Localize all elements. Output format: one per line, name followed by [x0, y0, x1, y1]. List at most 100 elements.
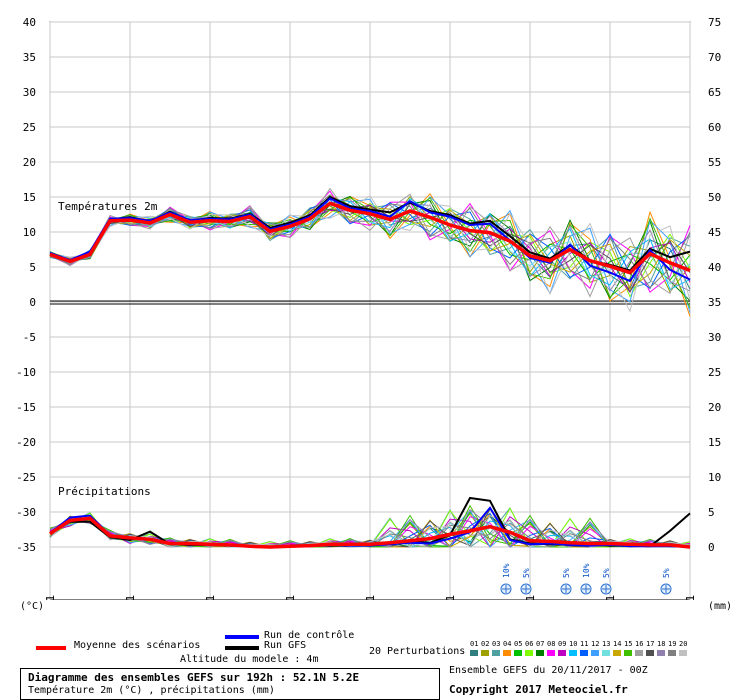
legend-control-swatch: [225, 635, 259, 639]
mean-line-temp: [49, 201, 691, 275]
perturbation-number: 10: [569, 640, 578, 648]
legend-gfs-swatch: [225, 646, 259, 650]
x-tick-label: 24/11: [364, 595, 377, 600]
temperature-panel-title: Températures 2m: [58, 200, 158, 213]
y-right-tick-label: 55: [708, 156, 721, 169]
perturbation-color-swatch: [569, 650, 577, 656]
y-left-tick-label: -20: [16, 436, 36, 449]
x-tick-label: 26/11: [524, 595, 537, 600]
y-right-tick-label: 45: [708, 226, 721, 239]
footer-subtitle: Température 2m (°C) , précipitations (mm…: [28, 685, 275, 696]
copyright: Copyright 2017 Meteociel.fr: [449, 683, 628, 696]
perturbation-number: 19: [668, 640, 677, 648]
perturbation-number: 16: [635, 640, 644, 648]
perturbation-number: 07: [536, 640, 545, 648]
perturbation-number: 18: [657, 640, 666, 648]
perturbation-color-swatch: [668, 650, 676, 656]
x-tick-label: 21/11: [124, 595, 137, 600]
right-unit-label: (mm): [708, 601, 733, 612]
perturbation-number: 02: [481, 640, 490, 648]
perturbation-line-temp: [49, 195, 691, 313]
perturbation-number: 14: [613, 640, 622, 648]
x-tick-label: 22/11: [204, 595, 217, 600]
y-right-tick-label: 15: [708, 436, 721, 449]
y-left-tick-label: 35: [23, 51, 36, 64]
left-unit-label: (°C): [20, 601, 45, 612]
perturbation-number: 15: [624, 640, 633, 648]
perturbation-color-swatch: [657, 650, 665, 656]
y-left-tick-label: 0: [29, 296, 36, 309]
y-left-tick-label: 15: [23, 191, 36, 204]
y-left-tick-label: 30: [23, 86, 36, 99]
perturbation-color-swatch: [591, 650, 599, 656]
perturbation-color-swatch: [492, 650, 500, 656]
altitude-label: Altitude du modele : 4m: [180, 654, 319, 665]
main-series-lines: [49, 195, 691, 549]
snow-probability-label: 5%: [522, 568, 531, 578]
perturbation-number: 17: [646, 640, 655, 648]
y-left-tick-label: -10: [16, 366, 36, 379]
y-left-tick-label: -30: [16, 506, 36, 519]
perturbation-color-swatch: [635, 650, 643, 656]
snow-marker: 5%: [520, 568, 532, 595]
y-left-tick-label: -5: [23, 331, 36, 344]
y-left-tick-label: -25: [16, 471, 36, 484]
perturbation-color-swatch: [503, 650, 511, 656]
perturbation-line-temp: [49, 187, 691, 298]
perturbation-number: 12: [591, 640, 600, 648]
perturbation-color-swatch: [547, 650, 555, 656]
footer-box: Diagramme des ensembles GEFS sur 192h : …: [20, 668, 440, 700]
snow-probability-label: 10%: [582, 563, 591, 578]
x-tick-label: 23/11: [284, 595, 297, 600]
snow-marker: 5%: [560, 568, 572, 595]
y-right-tick-label: 50: [708, 191, 721, 204]
snow-probability-label: 5%: [602, 568, 611, 578]
perturbation-number: 05: [514, 640, 523, 648]
perturbation-color-swatch: [646, 650, 654, 656]
y-right-tick-label: 75: [708, 16, 721, 29]
legend-pert-label: 20 Perturbations: [369, 646, 466, 657]
perturbation-number: 11: [580, 640, 589, 648]
legend-control-label: Run de contrôle: [264, 630, 355, 641]
y-right-tick-label: 20: [708, 401, 721, 414]
y-right-tick-label: 5: [708, 506, 715, 519]
legend-mean-label: Moyenne des scénarios: [74, 640, 201, 651]
y-left-tick-label: 25: [23, 121, 36, 134]
perturbation-number: 13: [602, 640, 611, 648]
perturbation-color-swatch: [624, 650, 632, 656]
y-left-tick-label: -15: [16, 401, 36, 414]
mean-line-precip: [49, 516, 691, 549]
perturbation-number: 08: [547, 640, 556, 648]
perturbation-number: 09: [558, 640, 567, 648]
y-right-tick-label: 35: [708, 296, 721, 309]
y-right-tick-label: 0: [708, 541, 715, 554]
perturbation-color-swatch: [525, 650, 533, 656]
x-tick-label: 27/11: [604, 595, 617, 600]
y-right-tick-label: 70: [708, 51, 721, 64]
perturbation-color-swatch: [679, 650, 687, 656]
perturbation-color-swatch: [536, 650, 544, 656]
y-right-tick-label: 25: [708, 366, 721, 379]
perturbation-number: 04: [503, 640, 512, 648]
ensemble-chart: 4035302520151050-5-10-15-20-25-30-357570…: [16, 16, 721, 600]
snow-probability-label: 10%: [502, 563, 511, 578]
perturbation-color-swatch: [580, 650, 588, 656]
legend-mean-swatch: [36, 646, 66, 650]
perturbation-color-swatch: [602, 650, 610, 656]
y-left-tick-label: 40: [23, 16, 36, 29]
perturbation-color-swatch: [470, 650, 478, 656]
y-left-tick-label: 10: [23, 226, 36, 239]
perturbation-line-temp: [49, 199, 691, 292]
x-tick-label: 20/11: [44, 595, 57, 600]
perturbation-color-swatch: [613, 650, 621, 656]
snow-marker: 5%: [660, 568, 672, 595]
perturbation-color-swatch: [558, 650, 566, 656]
run-info: Ensemble GEFS du 20/11/2017 - 00Z: [449, 665, 648, 676]
perturbation-color-swatch: [481, 650, 489, 656]
perturbation-number: 06: [525, 640, 534, 648]
y-left-tick-label: -35: [16, 541, 36, 554]
y-right-tick-label: 30: [708, 331, 721, 344]
snow-marker: 10%: [500, 563, 512, 595]
y-left-tick-label: 20: [23, 156, 36, 169]
perturbation-color-swatch: [514, 650, 522, 656]
